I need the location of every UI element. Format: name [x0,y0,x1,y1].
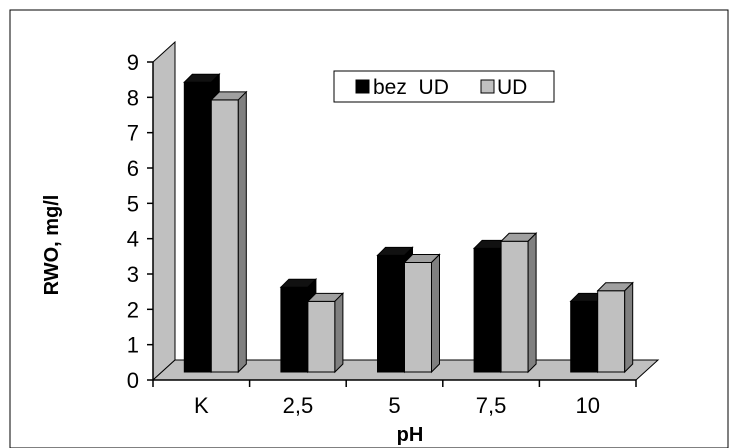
bar [596,281,634,374]
legend-box [333,70,555,103]
back-wall [152,40,176,382]
y-tick-label: 5 [127,191,139,216]
bar-side [527,232,537,374]
y-tick-label: 1 [127,333,139,358]
x-axis-ticks: K 2,5 5 7,5 10 [152,380,637,418]
y-tick-label: 6 [127,156,139,181]
x-tick-label: 7,5 [476,393,507,418]
bar-side [431,253,440,374]
y-tick-label: 0 [127,368,139,393]
y-axis-title: RWO, mg/l [41,195,63,296]
legend: bez UD UD [333,70,555,103]
legend-label-bez-ud: bez UD [373,76,449,99]
bar-front [597,290,626,373]
bar-side [334,292,344,374]
bar-front [280,286,309,373]
y-axis-ticks: 0 1 2 3 4 5 6 7 8 9 [127,50,153,393]
bar-front [404,261,432,373]
x-tick-label: K [194,393,209,418]
x-axis-title: pH [397,424,424,446]
y-tick-label: 2 [127,297,139,322]
bar [210,90,248,374]
y-tick-label: 4 [127,227,139,252]
bars [183,73,634,374]
y-tick-label: 3 [127,262,139,287]
x-tick-label: 5 [388,393,400,418]
bar [403,253,441,374]
y-tick-label: 9 [127,50,139,75]
bar-front [307,300,336,373]
bar-front [377,254,405,373]
bar-front [210,99,239,373]
bar-front [183,81,212,373]
legend-swatch-ud [480,79,495,94]
bar-front [570,300,599,373]
x-tick-label: 2,5 [283,393,314,418]
x-tick-label: 10 [575,393,599,418]
bar-side [624,281,634,374]
y-tick-label: 7 [127,121,139,146]
bar-front [473,247,502,373]
legend-label-ud: UD [497,76,527,99]
bar [499,232,538,374]
bar-side [237,90,247,374]
y-tick-label: 8 [127,85,139,110]
legend-swatch-bez-ud [355,79,370,94]
bar-front [500,240,529,373]
bar [306,292,345,374]
